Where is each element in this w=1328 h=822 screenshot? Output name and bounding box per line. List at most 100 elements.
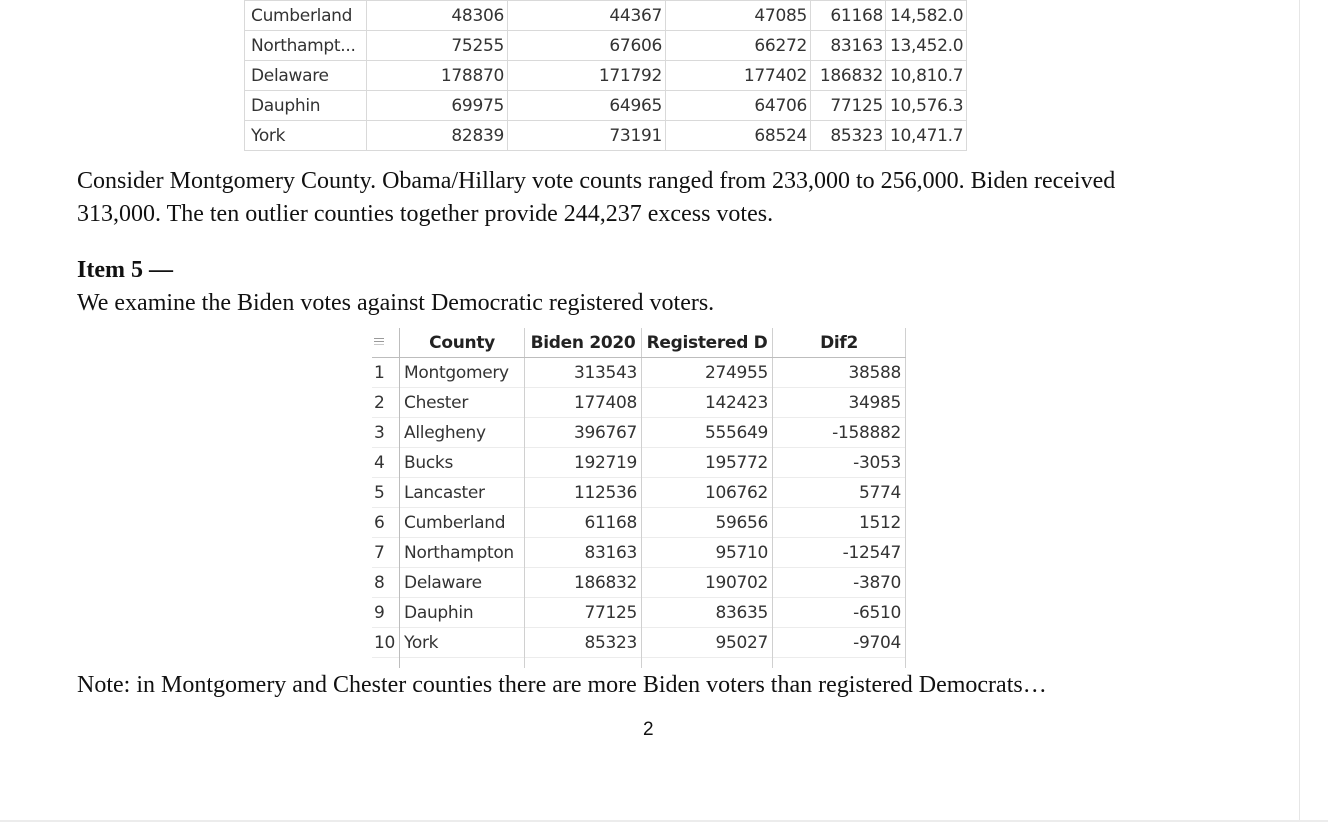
cell-county[interactable]: Northampt... xyxy=(244,30,367,61)
cell-county[interactable]: York xyxy=(244,120,367,151)
cell-county[interactable]: Lancaster xyxy=(399,477,526,508)
cell-county[interactable]: York xyxy=(399,627,526,658)
col-header-biden-2020[interactable]: Biden 2020 xyxy=(524,328,643,358)
cell-value[interactable]: 69975 xyxy=(366,90,508,121)
cell-county[interactable]: Allegheny xyxy=(399,417,526,448)
item5-intro: We examine the Biden votes against Democ… xyxy=(77,290,715,316)
cell-value[interactable]: 67606 xyxy=(507,30,666,61)
empty-cell xyxy=(399,657,526,668)
cell-value[interactable]: 10,471.7 xyxy=(884,120,968,151)
row-number[interactable]: 3 xyxy=(372,417,401,448)
cell-county[interactable]: Dauphin xyxy=(244,90,367,121)
cell-dif2[interactable]: -158882 xyxy=(772,417,907,448)
cell-value[interactable]: 186832 xyxy=(810,60,886,91)
cell-registered-d[interactable]: 555649 xyxy=(641,417,774,448)
cell-biden-2020[interactable]: 177408 xyxy=(524,387,643,418)
cell-biden-2020[interactable]: 396767 xyxy=(524,417,643,448)
cell-value[interactable]: 75255 xyxy=(366,30,508,61)
cell-dif2[interactable]: 1512 xyxy=(772,507,907,538)
col-header-registered-d[interactable]: Registered D xyxy=(641,328,774,358)
cell-value[interactable]: 10,810.7 xyxy=(884,60,968,91)
col-header-dif2[interactable]: Dif2 xyxy=(772,328,907,358)
cell-value[interactable]: 47085 xyxy=(665,0,811,31)
table-corner[interactable] xyxy=(372,328,401,358)
cell-value[interactable]: 82839 xyxy=(366,120,508,151)
row-number[interactable]: 9 xyxy=(372,597,401,628)
cell-value[interactable]: 64706 xyxy=(665,90,811,121)
cell-value[interactable]: 10,576.3 xyxy=(884,90,968,121)
table-row: Delaware 178870 171792 177402 186832 10,810.7 xyxy=(244,60,968,91)
cell-value[interactable]: 77125 xyxy=(810,90,886,121)
cell-value[interactable]: 177402 xyxy=(665,60,811,91)
empty-cell xyxy=(372,657,401,668)
table-row: 1 Montgomery 313543 274955 38588 xyxy=(372,357,907,388)
cell-value[interactable]: 64965 xyxy=(507,90,666,121)
cell-value[interactable]: 66272 xyxy=(665,30,811,61)
row-number[interactable]: 10 xyxy=(372,627,401,658)
cell-value[interactable]: 178870 xyxy=(366,60,508,91)
table-empty-row xyxy=(372,657,907,668)
cell-county[interactable]: Chester xyxy=(399,387,526,418)
row-number[interactable]: 5 xyxy=(372,477,401,508)
page-number: 2 xyxy=(643,719,654,740)
table-row: 5 Lancaster 112536 106762 5774 xyxy=(372,477,907,508)
paragraph-line-1: Consider Montgomery County. Obama/Hillar… xyxy=(77,168,1116,194)
cell-value[interactable]: 83163 xyxy=(810,30,886,61)
cell-registered-d[interactable]: 274955 xyxy=(641,357,774,388)
cell-registered-d[interactable]: 190702 xyxy=(641,567,774,598)
cell-county[interactable]: Northampton xyxy=(399,537,526,568)
cell-value[interactable]: 68524 xyxy=(665,120,811,151)
cell-registered-d[interactable]: 106762 xyxy=(641,477,774,508)
row-number[interactable]: 8 xyxy=(372,567,401,598)
sort-menu-icon[interactable] xyxy=(374,336,386,348)
cell-registered-d[interactable]: 142423 xyxy=(641,387,774,418)
cell-county[interactable]: Delaware xyxy=(399,567,526,598)
cell-dif2[interactable]: -3053 xyxy=(772,447,907,478)
cell-biden-2020[interactable]: 61168 xyxy=(524,507,643,538)
cell-dif2[interactable]: -3870 xyxy=(772,567,907,598)
cell-biden-2020[interactable]: 83163 xyxy=(524,537,643,568)
row-number[interactable]: 4 xyxy=(372,447,401,478)
cell-value[interactable]: 48306 xyxy=(366,0,508,31)
cell-dif2[interactable]: 38588 xyxy=(772,357,907,388)
cell-county[interactable]: Dauphin xyxy=(399,597,526,628)
cell-registered-d[interactable]: 195772 xyxy=(641,447,774,478)
cell-county[interactable]: Delaware xyxy=(244,60,367,91)
cell-county[interactable]: Montgomery xyxy=(399,357,526,388)
cell-dif2[interactable]: -9704 xyxy=(772,627,907,658)
cell-registered-d[interactable]: 83635 xyxy=(641,597,774,628)
cell-county[interactable]: Bucks xyxy=(399,447,526,478)
row-number[interactable]: 1 xyxy=(372,357,401,388)
cell-value[interactable]: 85323 xyxy=(810,120,886,151)
cell-value[interactable]: 73191 xyxy=(507,120,666,151)
cell-dif2[interactable]: 5774 xyxy=(772,477,907,508)
row-number[interactable]: 2 xyxy=(372,387,401,418)
cell-biden-2020[interactable]: 112536 xyxy=(524,477,643,508)
cell-county[interactable]: Cumberland xyxy=(244,0,367,31)
row-number[interactable]: 6 xyxy=(372,507,401,538)
table-row: 2 Chester 177408 142423 34985 xyxy=(372,387,907,418)
cell-value[interactable]: 13,452.0 xyxy=(884,30,968,61)
item5-heading: Item 5 — xyxy=(77,257,173,283)
cell-registered-d[interactable]: 95027 xyxy=(641,627,774,658)
cell-biden-2020[interactable]: 85323 xyxy=(524,627,643,658)
cell-biden-2020[interactable]: 192719 xyxy=(524,447,643,478)
row-number[interactable]: 7 xyxy=(372,537,401,568)
cell-biden-2020[interactable]: 77125 xyxy=(524,597,643,628)
cell-value[interactable]: 44367 xyxy=(507,0,666,31)
note-text: Note: in Montgomery and Chester counties… xyxy=(77,672,1047,698)
cell-dif2[interactable]: -6510 xyxy=(772,597,907,628)
cell-registered-d[interactable]: 95710 xyxy=(641,537,774,568)
cell-dif2[interactable]: -12547 xyxy=(772,537,907,568)
cell-value[interactable]: 61168 xyxy=(810,0,886,31)
cell-county[interactable]: Cumberland xyxy=(399,507,526,538)
cell-registered-d[interactable]: 59656 xyxy=(641,507,774,538)
cell-biden-2020[interactable]: 186832 xyxy=(524,567,643,598)
cell-dif2[interactable]: 34985 xyxy=(772,387,907,418)
table-row: 6 Cumberland 61168 59656 1512 xyxy=(372,507,907,538)
cell-value[interactable]: 14,582.0 xyxy=(884,0,968,31)
page-edge xyxy=(1299,0,1300,822)
cell-biden-2020[interactable]: 313543 xyxy=(524,357,643,388)
col-header-county[interactable]: County xyxy=(399,328,526,358)
cell-value[interactable]: 171792 xyxy=(507,60,666,91)
